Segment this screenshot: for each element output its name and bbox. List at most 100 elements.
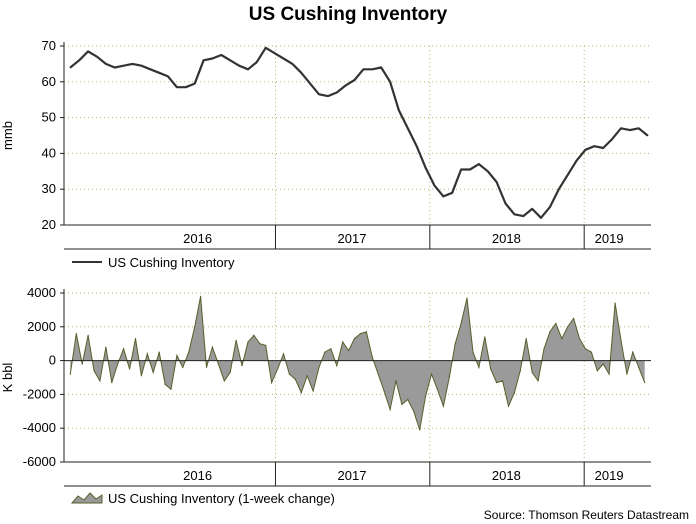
weekly-change-data-point	[419, 429, 421, 431]
inventory-data-point	[353, 79, 356, 81]
legend-label-inventory: US Cushing Inventory	[108, 255, 235, 270]
weekly-change-data-point	[567, 326, 569, 328]
inventory-data-point	[646, 134, 649, 137]
weekly-change-data-point	[247, 341, 249, 343]
inventory-data-point	[167, 75, 169, 78]
weekly-change-data-point	[69, 373, 71, 375]
weekly-change-data-point	[117, 363, 119, 365]
weekly-change-data-point	[413, 410, 415, 412]
weekly-change-data-point	[555, 322, 557, 325]
inventory-data-point	[380, 66, 382, 69]
weekly-change-data-point	[407, 398, 409, 401]
weekly-change-data-point	[395, 380, 397, 382]
weekly-change-data-point	[638, 366, 640, 368]
y-tick-label: -2000	[23, 386, 56, 401]
weekly-change-data-point	[276, 368, 279, 370]
weekly-change-data-point	[324, 351, 326, 353]
x-tick-label: 2017	[338, 468, 367, 483]
y-tick-label: 2000	[27, 319, 56, 334]
x-tick-label: 2018	[492, 231, 521, 246]
y-tick-label: 30	[42, 181, 56, 196]
inventory-data-point	[549, 206, 551, 208]
inventory-data-point	[256, 61, 258, 63]
inventory-series-line	[69, 46, 649, 219]
inventory-data-point	[220, 54, 223, 56]
inventory-data-point	[566, 174, 569, 176]
weekly-change-data-point	[342, 341, 344, 343]
inventory-data-point	[229, 59, 232, 62]
weekly-change-data-point	[152, 371, 154, 374]
y-tick-label: 0	[49, 353, 56, 368]
weekly-change-data-point	[614, 302, 616, 304]
weekly-change-data-point	[300, 392, 302, 394]
inventory-data-point	[433, 184, 436, 187]
inventory-data-point	[478, 163, 480, 165]
weekly-change-data-point	[501, 380, 504, 382]
x-tick-label: 2019	[595, 468, 624, 483]
weekly-change-data-point	[359, 332, 362, 335]
weekly-change-data-point	[490, 368, 492, 370]
weekly-change-data-point	[223, 380, 225, 382]
legend-label-weekly-change: US Cushing Inventory (1-week change)	[108, 491, 335, 506]
weekly-change-data-point	[200, 295, 202, 297]
inventory-data-point	[442, 195, 445, 198]
inventory-data-point	[176, 86, 178, 88]
inventory-data-point	[238, 64, 240, 67]
weekly-change-data-point	[229, 371, 231, 374]
weekly-change-data-point	[188, 351, 190, 353]
weekly-change-data-point	[288, 373, 291, 375]
inventory-data-point	[211, 57, 214, 60]
weekly-change-data-point	[531, 371, 533, 374]
weekly-change-data-point	[436, 388, 439, 390]
weekly-change-data-point	[312, 390, 314, 392]
inventory-data-point	[415, 145, 418, 148]
inventory-data-point	[504, 202, 507, 205]
weekly-change-data-point	[211, 346, 214, 348]
chart-title: US Cushing Inventory	[248, 4, 448, 25]
weekly-change-data-point	[170, 388, 172, 390]
weekly-change-data-point	[442, 405, 444, 407]
inventory-data-point	[584, 149, 587, 151]
inventory-data-point	[96, 55, 98, 58]
weekly-change-data-point	[306, 375, 308, 377]
inventory-data-point	[460, 168, 462, 171]
weekly-change-data-point	[75, 332, 77, 335]
weekly-change-data-point	[176, 354, 178, 357]
x-tick-label: 2016	[183, 231, 212, 246]
inventory-data-point	[540, 217, 542, 219]
weekly-change-data-point	[584, 348, 587, 350]
x-tick-label: 2016	[183, 468, 212, 483]
weekly-change-data-point	[134, 338, 137, 340]
weekly-change-data-point	[371, 356, 373, 358]
y-tick-label: 20	[42, 217, 56, 232]
weekly-change-data-point	[496, 381, 498, 384]
weekly-change-data-point	[543, 348, 545, 350]
inventory-data-point	[575, 159, 578, 162]
inventory-data-point	[105, 63, 107, 65]
weekly-change-legend: US Cushing Inventory (1-week change)	[70, 491, 335, 506]
inventory-data-point	[531, 208, 533, 210]
y-tick-label: -4000	[23, 420, 56, 435]
inventory-data-point	[629, 129, 631, 131]
inventory-data-point	[335, 91, 338, 94]
weekly-change-data-point	[81, 363, 83, 365]
inventory-data-point	[193, 82, 196, 85]
weekly-change-data-point	[383, 390, 385, 392]
y-tick-label: 70	[42, 38, 56, 53]
inventory-data-point	[495, 181, 498, 183]
weekly-change-data-point	[549, 331, 551, 333]
weekly-change-data-point	[99, 380, 101, 382]
weekly-change-data-point	[507, 405, 510, 407]
weekly-change-data-point	[146, 353, 148, 355]
weekly-change-data-point	[519, 370, 521, 372]
weekly-change-data-point	[111, 381, 113, 384]
inventory-data-point	[87, 50, 89, 53]
weekly-change-data-point	[348, 349, 350, 352]
inventory-data-point	[149, 68, 152, 71]
inventory-data-point	[318, 93, 320, 96]
weekly-change-data-point	[271, 381, 273, 384]
weekly-change-data-point	[182, 366, 184, 368]
inventory-data-point	[486, 170, 489, 173]
y-axis-label: mmb	[0, 121, 15, 150]
